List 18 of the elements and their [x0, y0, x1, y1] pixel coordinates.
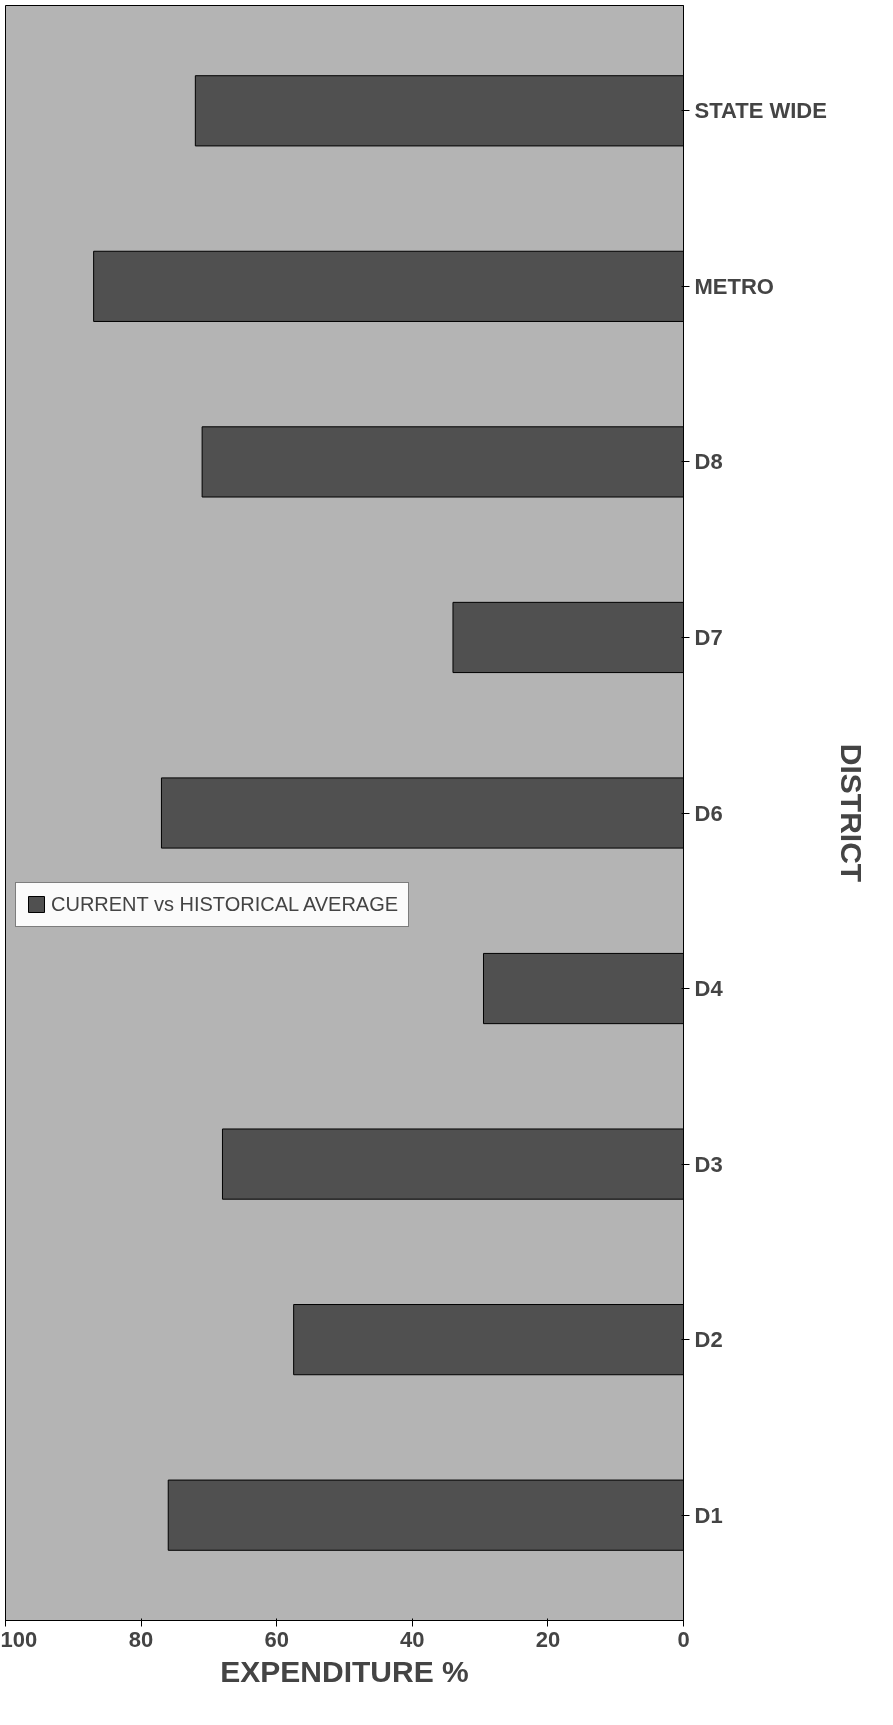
- y-tick-label: D2: [694, 1327, 723, 1353]
- y-tick-label: D8: [694, 449, 723, 475]
- x-tick-label: 0: [677, 1626, 690, 1652]
- y-tick-label: METRO: [694, 273, 774, 299]
- x-tick-label: 60: [264, 1626, 289, 1652]
- legend-label: CURRENT vs HISTORICAL AVERAGE: [51, 892, 399, 916]
- x-tick-label: 100: [0, 1626, 38, 1652]
- y-tick-label: D6: [694, 800, 723, 826]
- x-axis-title: EXPENDITURE %: [220, 1654, 469, 1688]
- y-tick-label: STATE WIDE: [694, 98, 827, 124]
- y-tick-label: D3: [694, 1151, 723, 1177]
- y-tick-label: D7: [694, 624, 723, 650]
- x-tick-label: 40: [400, 1626, 425, 1652]
- x-tick-label: 80: [128, 1626, 154, 1652]
- y-axis-title: DISTRICT: [834, 743, 868, 883]
- y-tick-label: D1: [694, 1502, 723, 1528]
- y-tick-label: D4: [694, 976, 724, 1002]
- x-tick-label: 20: [535, 1626, 561, 1652]
